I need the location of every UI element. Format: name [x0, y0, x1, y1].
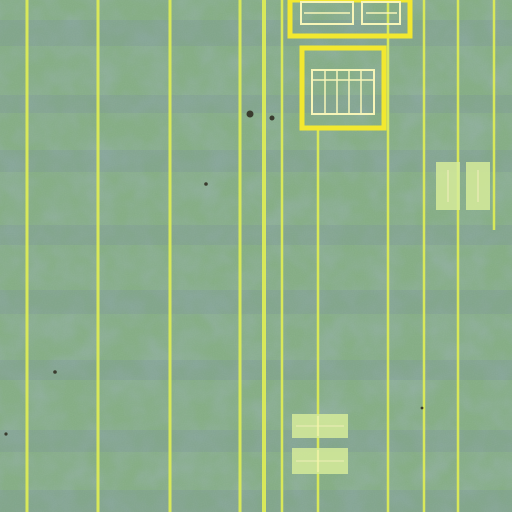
lower-pale-marks — [292, 414, 348, 474]
top-frame-box — [287, 0, 413, 39]
right-pale-marks — [436, 162, 490, 210]
dark-spots — [4, 110, 424, 436]
middle-frame-box — [299, 45, 387, 131]
